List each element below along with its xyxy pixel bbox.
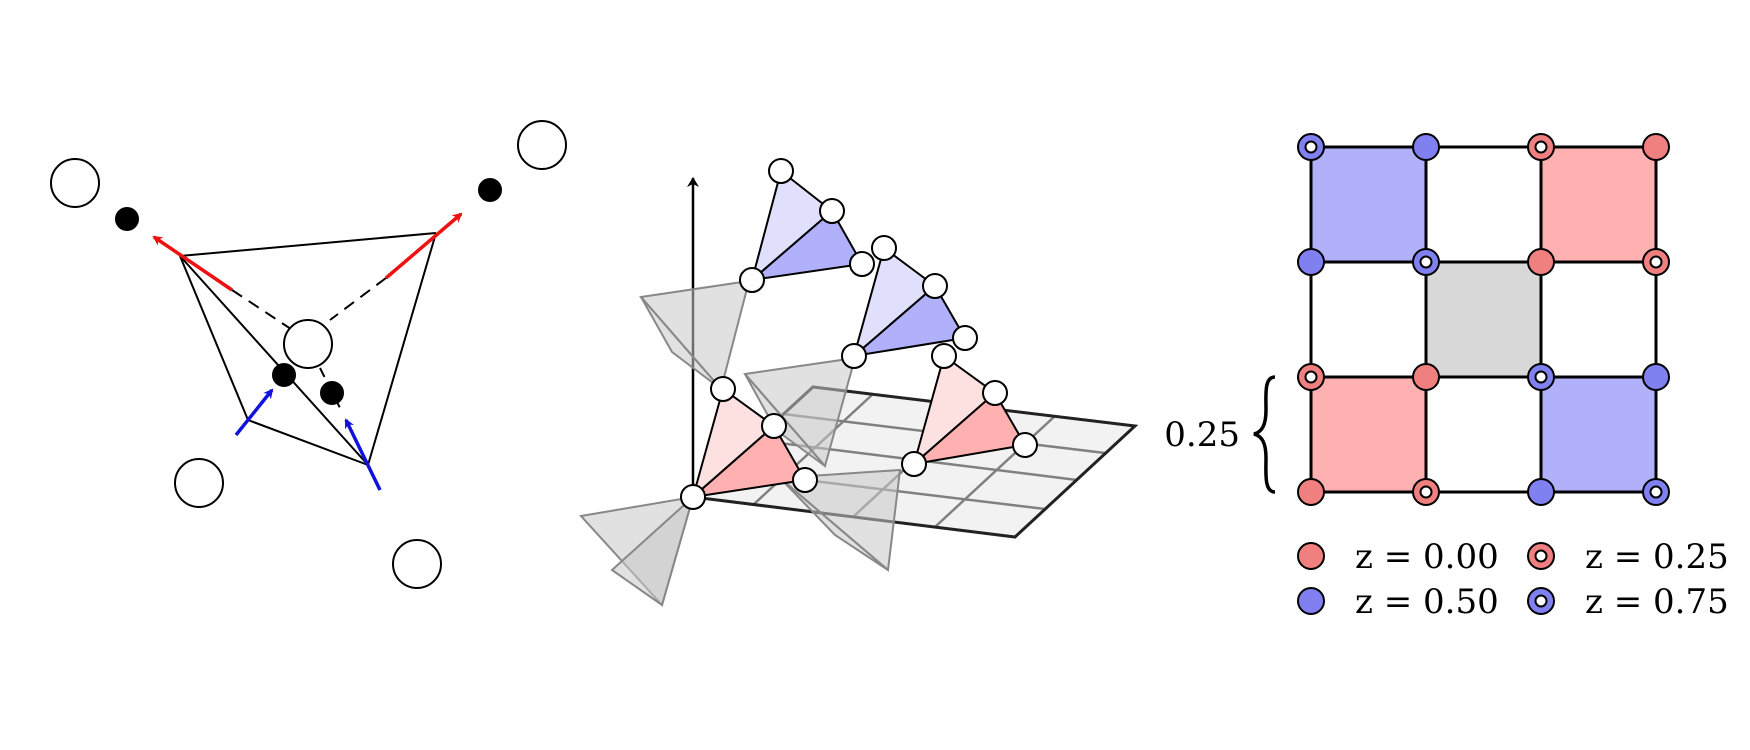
red-square	[1311, 377, 1426, 492]
atom-hole	[1534, 370, 1548, 384]
lattice-atom	[982, 380, 1008, 406]
red-tetrahedron-front	[910, 391, 1027, 466]
lattice-atom	[952, 325, 978, 351]
blue-spin-arrow	[234, 388, 274, 437]
gray-tetrahedron	[639, 279, 751, 392]
edge	[247, 419, 369, 466]
lattice-atom	[792, 467, 818, 493]
atom-z050	[1642, 363, 1670, 391]
atom-z000	[1527, 248, 1555, 276]
blue-spin-arrow	[344, 418, 382, 491]
edge	[179, 255, 369, 466]
lattice-atom	[739, 267, 765, 293]
lattice-atom	[1012, 432, 1038, 458]
lattice-atom	[931, 343, 957, 369]
atom-hole	[1534, 140, 1548, 154]
dashed-bond	[329, 277, 387, 321]
edge	[179, 232, 437, 257]
edge	[367, 232, 437, 466]
legend-label-z025: z = 0.25	[1585, 537, 1729, 577]
large-atom	[517, 120, 567, 170]
lattice-atom	[849, 251, 875, 277]
large-atom	[50, 158, 100, 208]
lattice-atom	[871, 235, 897, 261]
gray-tetrahedron	[640, 296, 722, 390]
atom-z050	[1297, 248, 1325, 276]
panel-a-tetrahedron	[179, 232, 437, 466]
legend-label-z050: z = 0.50	[1355, 582, 1499, 622]
atom-hole	[1649, 485, 1663, 499]
large-atom	[392, 539, 442, 589]
grid-line	[934, 415, 1056, 528]
atom-hole	[1649, 255, 1663, 269]
lattice-atom	[841, 343, 867, 369]
atom-z000	[1412, 363, 1440, 391]
height-marker-label: 0.25	[1164, 415, 1240, 455]
small-atom	[320, 381, 344, 405]
panel-b-lattice	[579, 158, 1139, 607]
atom-hole	[1534, 549, 1548, 563]
red-spin-arrow	[384, 212, 463, 280]
red-spin-arrow	[152, 235, 233, 292]
lattice-atom	[901, 451, 927, 477]
atom-z000	[1297, 478, 1325, 506]
large-atom	[174, 458, 224, 508]
blue-square	[1541, 377, 1656, 492]
edge	[179, 255, 249, 421]
large-atom	[283, 319, 333, 369]
small-atom	[272, 363, 296, 387]
lattice-atom	[819, 198, 845, 224]
panel-a-spin-arrows	[152, 212, 463, 491]
atom-hole	[1534, 594, 1548, 608]
lattice-atom	[922, 273, 948, 299]
lattice-atom	[710, 376, 736, 402]
atom-z050	[1527, 478, 1555, 506]
legend-marker-z000	[1297, 542, 1325, 570]
height-brace	[1253, 375, 1276, 494]
dashed-bond	[231, 289, 301, 336]
blue-tetrahedron-front	[850, 284, 967, 358]
blue-tetrahedron-front	[748, 209, 864, 282]
panel-c-projection: 0.25 z = 0.00 z = 0.25 z = 0.50 z = 0.75	[1164, 133, 1729, 622]
atom-z000	[1642, 133, 1670, 161]
legend-marker-z050	[1297, 587, 1325, 615]
legend	[1297, 542, 1555, 615]
legend-label-z075: z = 0.75	[1585, 582, 1729, 622]
small-atom	[115, 207, 139, 231]
lattice-atom	[680, 484, 706, 510]
gray-square	[1426, 262, 1541, 377]
atom-hole	[1419, 255, 1433, 269]
legend-label-z000: z = 0.00	[1355, 537, 1499, 577]
red-square	[1541, 147, 1656, 262]
gray-tetrahedron	[610, 493, 695, 607]
gray-tetrahedron	[779, 477, 889, 571]
atom-hole	[1304, 370, 1318, 384]
lattice-atom	[768, 158, 794, 184]
atom-hole	[1304, 140, 1318, 154]
atom-hole	[1419, 485, 1433, 499]
blue-square	[1311, 147, 1426, 262]
atom-z050	[1412, 133, 1440, 161]
panel-a-atoms	[50, 120, 567, 589]
lattice-atom	[761, 413, 787, 439]
small-atom	[478, 178, 502, 202]
red-tetrahedron-front	[689, 424, 807, 499]
